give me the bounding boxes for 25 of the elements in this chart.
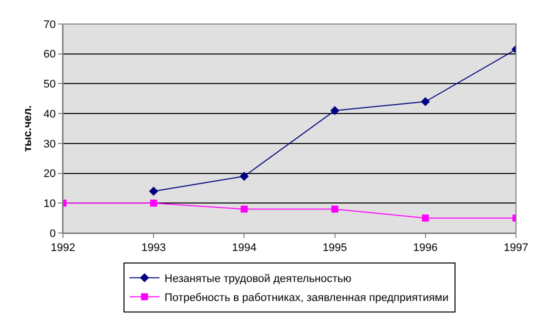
- y-tick-label: 70: [44, 18, 56, 31]
- x-tick-label: 1993: [141, 242, 166, 254]
- point: [150, 200, 158, 207]
- y-tick-label: 40: [44, 108, 56, 120]
- x-tick-label: 1992: [50, 242, 76, 254]
- point: [420, 97, 430, 106]
- point: [149, 186, 158, 196]
- point: [331, 206, 338, 213]
- legend-label: Потребность в работниках, заявленная предприятиями: [164, 292, 449, 304]
- y-tick-label: 10: [44, 198, 56, 210]
- point: [330, 106, 340, 116]
- y-tick-label: 20: [44, 168, 56, 180]
- legend-label: Незанятые трудовой деятельностью: [164, 273, 352, 286]
- y-tick-label: 60: [44, 48, 56, 61]
- point: [422, 214, 429, 222]
- y-tick-label: 30: [44, 138, 56, 150]
- point: [240, 172, 249, 181]
- y-tick-label: 0: [50, 228, 56, 240]
- y-axis-title: тыс.чел.: [22, 105, 34, 152]
- x-tick-label: 1995: [322, 242, 348, 254]
- x-tick-label: 1996: [413, 242, 438, 254]
- point: [240, 206, 248, 213]
- x-tick-label: 1994: [232, 242, 256, 254]
- y-tick-label: 50: [44, 78, 56, 91]
- x-tick-label: 1997: [504, 242, 528, 254]
